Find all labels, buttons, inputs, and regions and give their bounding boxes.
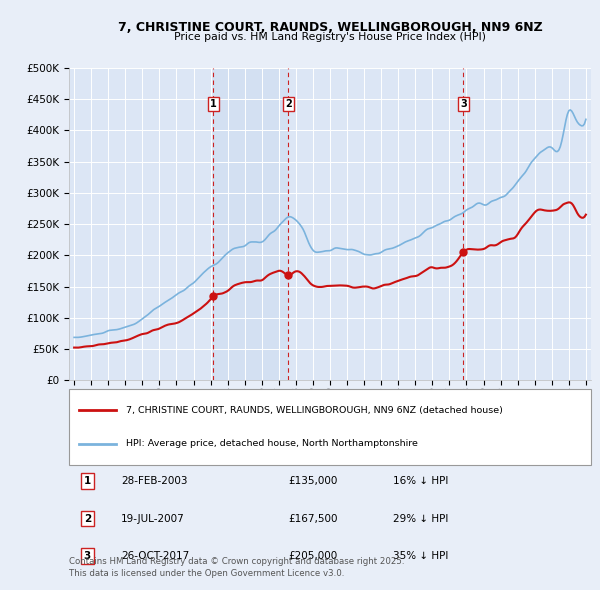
Text: Contains HM Land Registry data © Crown copyright and database right 2025.
This d: Contains HM Land Registry data © Crown c…	[69, 558, 404, 578]
Text: 3: 3	[83, 551, 91, 561]
Text: 29% ↓ HPI: 29% ↓ HPI	[392, 513, 448, 523]
Text: 2: 2	[285, 99, 292, 109]
Text: 1: 1	[83, 476, 91, 486]
Text: 26-OCT-2017: 26-OCT-2017	[121, 551, 190, 561]
Text: 3: 3	[460, 99, 467, 109]
Text: 2: 2	[83, 513, 91, 523]
Text: HPI: Average price, detached house, North Northamptonshire: HPI: Average price, detached house, Nort…	[127, 439, 418, 448]
Text: £205,000: £205,000	[288, 551, 337, 561]
Text: Price paid vs. HM Land Registry's House Price Index (HPI): Price paid vs. HM Land Registry's House …	[174, 32, 486, 42]
Text: 19-JUL-2007: 19-JUL-2007	[121, 513, 185, 523]
Text: 28-FEB-2003: 28-FEB-2003	[121, 476, 188, 486]
Text: 7, CHRISTINE COURT, RAUNDS, WELLINGBOROUGH, NN9 6NZ: 7, CHRISTINE COURT, RAUNDS, WELLINGBOROU…	[118, 21, 542, 34]
Text: 35% ↓ HPI: 35% ↓ HPI	[392, 551, 448, 561]
Bar	[213, 68, 288, 380]
Text: 1: 1	[210, 99, 217, 109]
Text: £167,500: £167,500	[288, 513, 338, 523]
Text: 16% ↓ HPI: 16% ↓ HPI	[392, 476, 448, 486]
FancyBboxPatch shape	[69, 389, 591, 465]
Text: £135,000: £135,000	[288, 476, 338, 486]
Text: 7, CHRISTINE COURT, RAUNDS, WELLINGBOROUGH, NN9 6NZ (detached house): 7, CHRISTINE COURT, RAUNDS, WELLINGBOROU…	[127, 406, 503, 415]
